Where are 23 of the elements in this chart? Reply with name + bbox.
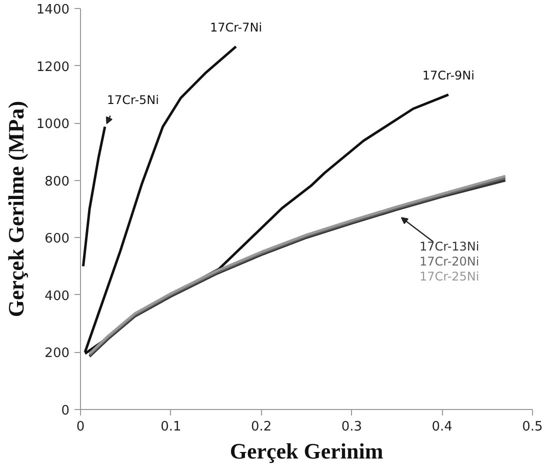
x-tick-label: 0.2 — [250, 420, 272, 434]
x-tick-label: 0.1 — [160, 420, 182, 434]
y-tick-label: 200 — [44, 346, 70, 362]
y-tick-label: 0 — [61, 404, 70, 418]
text: 17Cr-13Ni — [420, 240, 480, 254]
line-series — [82, 126, 106, 268]
y-tick-label: 400 — [44, 288, 70, 304]
y-tick-label: 800 — [44, 174, 70, 190]
series-label: 17Cr-7Ni — [210, 20, 262, 35]
text: 17Cr-20Ni — [420, 254, 480, 269]
text: 17Cr-25Ni — [420, 270, 480, 284]
x-tick-label: 0.3 — [341, 420, 362, 434]
y-tick-label: 1200 — [36, 60, 70, 75]
x-tick-label: 0 — [76, 420, 85, 434]
x-tick-label: 0.4 — [432, 420, 452, 434]
y-axis-title: Gerçek Gerilme (MPa) — [3, 100, 28, 318]
y-tick-label: 600 — [44, 232, 70, 247]
series-label: 17Cr-5Ni — [106, 92, 159, 107]
y-tick-label: 1000 — [36, 117, 70, 132]
x-tick-label: 0.5 — [522, 420, 543, 434]
series-label: 17Cr-9Ni — [422, 68, 474, 83]
x-axis-title: Gerçek Gerinim — [230, 438, 384, 464]
y-tick-label: 1400 — [36, 2, 70, 18]
